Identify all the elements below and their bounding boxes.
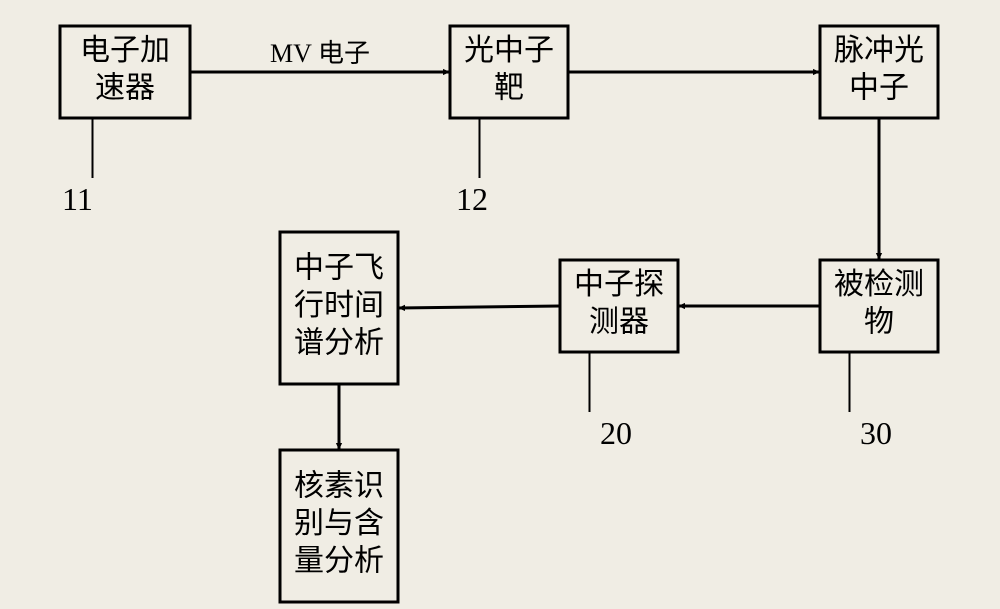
node-label-n1-line1: 速器 (95, 72, 155, 105)
edge-label-0: MV 电子 (270, 39, 370, 68)
callout-number-12: 12 (456, 181, 488, 217)
node-label-n6-line1: 行时间 (294, 289, 384, 322)
callout-number-20: 20 (600, 415, 632, 451)
edge-n5-n6 (398, 306, 560, 308)
node-label-n1-line0: 电子加 (80, 34, 170, 67)
node-n1: 电子加速器 (60, 26, 190, 118)
node-label-n7-line2: 量分析 (294, 544, 384, 577)
node-label-n4-line0: 被检测 (834, 268, 924, 301)
node-n6: 中子飞行时间谱分析 (280, 232, 398, 384)
node-label-n7-line0: 核素识 (294, 469, 384, 502)
node-label-n2-line1: 靶 (494, 72, 524, 105)
node-label-n3-line1: 中子 (849, 72, 909, 105)
flowchart-canvas: MV 电子 电子加速器 光中子靶 脉冲光中子被检测物 中子探测器 中子飞行时间谱分析核素识… (0, 0, 1000, 609)
node-n7: 核素识别与含量分析 (280, 450, 398, 602)
node-label-n6-line0: 中子飞 (294, 251, 384, 284)
node-label-n7-line1: 别与含 (294, 507, 384, 540)
node-label-n5-line0: 中子探 (574, 268, 664, 301)
node-label-n3-line0: 脉冲光 (834, 34, 924, 67)
callout-number-30: 30 (860, 415, 892, 451)
node-n3: 脉冲光中子 (820, 26, 938, 118)
node-n5: 中子探测器 (560, 260, 678, 352)
callout-number-11: 11 (62, 181, 93, 217)
node-label-n5-line1: 测器 (589, 306, 649, 339)
node-label-n2-line0: 光中子 (464, 34, 554, 67)
node-n2: 光中子靶 (450, 26, 568, 118)
node-n4: 被检测物 (820, 260, 938, 352)
node-label-n4-line1: 物 (864, 306, 894, 339)
node-label-n6-line2: 谱分析 (294, 326, 384, 359)
